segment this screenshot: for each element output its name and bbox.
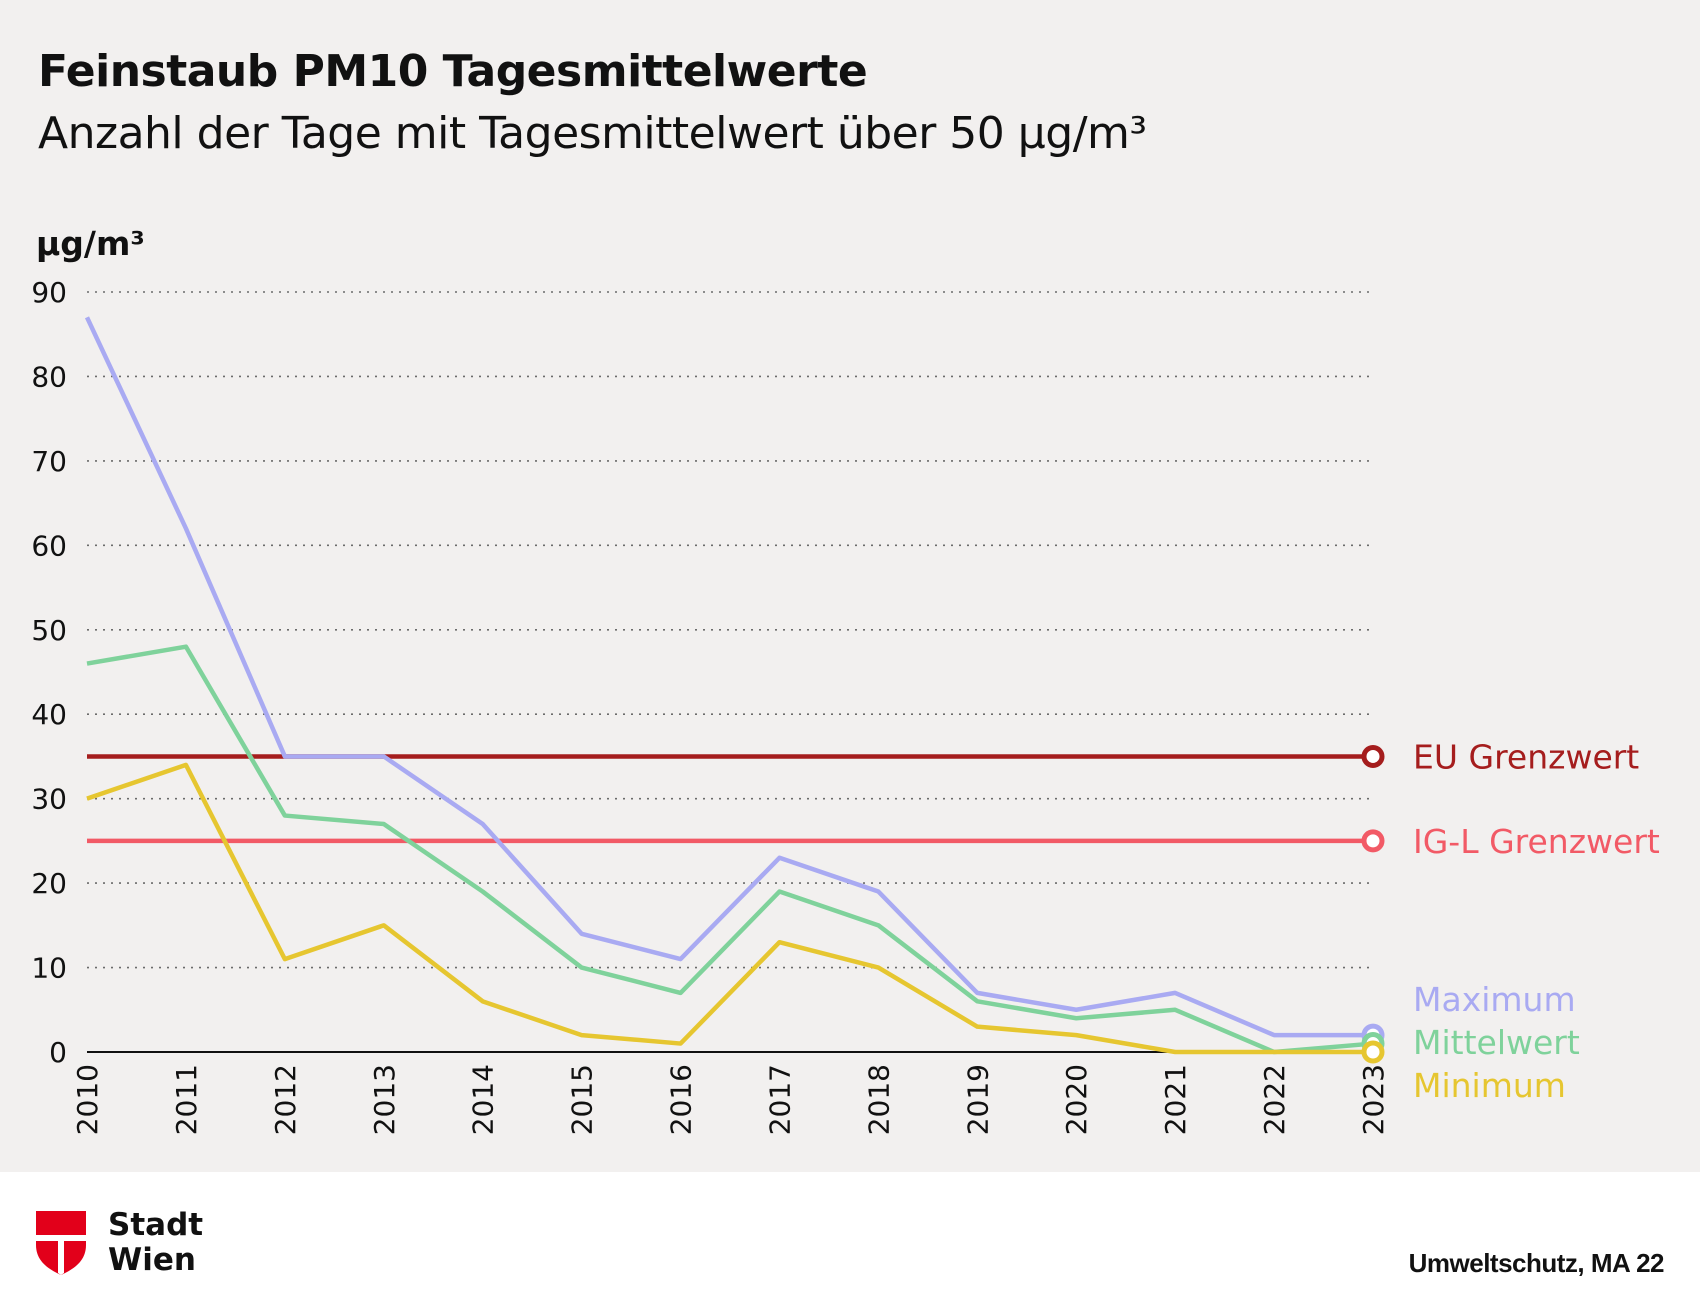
line-chart: 0 10 20 30 40 50 60 70 80 90 2010 2011 2012 2013 2014 2… [31, 276, 1660, 1135]
y-axis-unit-label: µg/m³ [36, 224, 145, 263]
x-tick-label: 2015 [566, 1064, 599, 1135]
y-tick-label: 90 [31, 276, 67, 309]
series-line-mittelwert [86, 644, 1374, 1055]
x-tick-label: 2011 [170, 1064, 203, 1135]
y-tick-label: 60 [31, 529, 67, 562]
x-tick-label: 2018 [862, 1064, 895, 1135]
x-tick-label: 2020 [1060, 1064, 1093, 1135]
reference-line-marker [1361, 744, 1385, 768]
legend-label: Maximum [1413, 980, 1576, 1019]
chart-title: Feinstaub PM10 Tagesmittelwerte [38, 46, 868, 97]
legend-label: Minimum [1413, 1066, 1566, 1105]
x-tick-label: 2010 [71, 1064, 104, 1135]
y-tick-label: 10 [31, 952, 67, 985]
x-tick-label: 2014 [467, 1064, 500, 1135]
reference-line-label: EU Grenzwert [1413, 737, 1639, 776]
x-tick-label: 2021 [1159, 1064, 1192, 1135]
stadt-wien-logo: Stadt Wien [36, 1208, 203, 1278]
vienna-shield-icon [36, 1211, 86, 1275]
logo-wordmark: Stadt Wien [108, 1208, 203, 1278]
footer [0, 1172, 1700, 1309]
source-credit: Umweltschutz, MA 22 [1408, 1248, 1665, 1278]
series-end-marker [1361, 1040, 1385, 1064]
y-tick-label: 30 [31, 783, 67, 816]
chart-subtitle: Anzahl der Tage mit Tagesmittelwert über… [38, 108, 1147, 159]
y-tick-label: 20 [31, 867, 67, 900]
logo-line-wien: Wien [108, 1242, 196, 1278]
series-line-minimum [86, 762, 1373, 1055]
x-tick-label: 2016 [665, 1064, 698, 1135]
y-tick-label: 40 [31, 698, 67, 731]
logo-line-stadt: Stadt [108, 1207, 204, 1243]
y-tick-label: 70 [31, 445, 67, 478]
x-tick-label: 2019 [961, 1064, 994, 1135]
x-tick-label: 2022 [1258, 1064, 1291, 1135]
legend-label: Mittelwert [1413, 1023, 1580, 1062]
chart-panel [0, 0, 1700, 1172]
x-tick-label: 2012 [269, 1064, 302, 1135]
series-line-maximum [84, 316, 1373, 1038]
y-tick-label: 80 [31, 360, 67, 393]
reference-line-label: IG-L Grenzwert [1413, 822, 1660, 861]
y-tick-label: 0 [49, 1036, 67, 1069]
x-tick-label: 2013 [368, 1064, 401, 1135]
x-tick-label: 2023 [1357, 1064, 1390, 1135]
y-tick-label: 50 [31, 614, 67, 647]
x-tick-label: 2017 [763, 1064, 796, 1135]
reference-line-marker [1361, 829, 1385, 853]
